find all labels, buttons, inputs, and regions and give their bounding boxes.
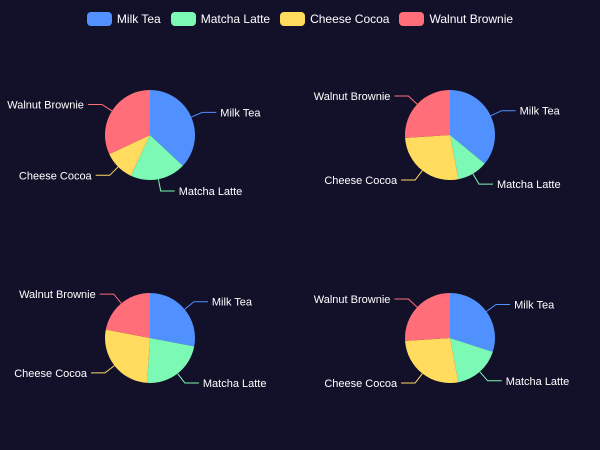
- label-leader-line-walnut-brownie: [87, 104, 113, 112]
- pie-slice-cheese-cocoa[interactable]: [405, 338, 459, 383]
- slice-label-cheese-cocoa: Cheese Cocoa: [324, 378, 398, 390]
- label-leader-line-milk-tea: [486, 304, 511, 312]
- legend-label-matcha-latte: Matcha Latte: [200, 12, 271, 26]
- pie-slice-walnut-brownie[interactable]: [405, 293, 450, 341]
- pie-slice-cheese-cocoa[interactable]: [405, 135, 459, 180]
- pie-slice-milk-tea[interactable]: [150, 90, 195, 166]
- pie-chart-4: Milk Tea Matcha Latte Cheese Cocoa Walnut B…: [314, 292, 570, 390]
- slice-label-walnut-brownie: Walnut Brownie: [314, 294, 391, 306]
- legend-swatch-milk-tea: [86, 12, 112, 26]
- slice-label-matcha-latte: Matcha Latte: [203, 378, 267, 390]
- slice-label-matcha-latte: Matcha Latte: [506, 376, 570, 388]
- label-leader-line-cheese-cocoa: [401, 170, 423, 181]
- pie-slice-cheese-cocoa[interactable]: [109, 135, 150, 176]
- slice-label-milk-tea: Milk Tea: [520, 106, 561, 118]
- slice-label-cheese-cocoa: Cheese Cocoa: [324, 175, 398, 187]
- pie-slice-matcha-latte[interactable]: [147, 338, 195, 383]
- label-leader-line-cheese-cocoa: [91, 365, 115, 374]
- label-leader-line-walnut-brownie: [99, 293, 122, 304]
- label-leader-line-matcha-latte: [157, 179, 175, 192]
- slice-label-walnut-brownie: Walnut Brownie: [19, 289, 96, 301]
- slice-label-matcha-latte: Matcha Latte: [179, 186, 243, 198]
- pie-slice-matcha-latte[interactable]: [450, 338, 493, 383]
- pie-slice-milk-tea[interactable]: [450, 90, 495, 164]
- legend-item-matcha-latte[interactable]: Matcha Latte: [170, 12, 271, 26]
- slice-label-walnut-brownie: Walnut Brownie: [7, 100, 84, 112]
- label-leader-line-matcha-latte: [472, 173, 493, 185]
- slice-label-milk-tea: Milk Tea: [514, 300, 555, 312]
- slice-label-cheese-cocoa: Cheese Cocoa: [14, 368, 88, 380]
- legend-item-walnut-brownie[interactable]: Walnut Brownie: [399, 12, 513, 26]
- label-leader-line-milk-tea: [184, 301, 208, 310]
- label-leader-line-walnut-brownie: [394, 95, 418, 105]
- label-leader-line-milk-tea: [490, 110, 516, 117]
- pie-slice-cheese-cocoa[interactable]: [105, 329, 150, 383]
- legend-swatch-cheese-cocoa: [280, 12, 306, 26]
- pie-slice-matcha-latte[interactable]: [130, 135, 183, 180]
- pie-slice-walnut-brownie[interactable]: [405, 90, 450, 138]
- legend-item-milk-tea[interactable]: Milk Tea: [86, 12, 161, 26]
- legend: Milk Tea Matcha Latte Cheese Cocoa Walnu…: [0, 11, 600, 27]
- pie-slice-milk-tea[interactable]: [150, 293, 195, 347]
- slice-label-milk-tea: Milk Tea: [220, 107, 261, 119]
- legend-item-cheese-cocoa[interactable]: Cheese Cocoa: [280, 12, 389, 26]
- legend-swatch-walnut-brownie: [399, 12, 425, 26]
- legend-label-walnut-brownie: Walnut Brownie: [429, 12, 514, 26]
- label-leader-line-milk-tea: [191, 111, 217, 118]
- slice-label-walnut-brownie: Walnut Brownie: [314, 91, 391, 103]
- label-leader-line-cheese-cocoa: [95, 166, 119, 176]
- slice-label-matcha-latte: Matcha Latte: [497, 179, 561, 191]
- pie-chart-2: Milk Tea Matcha Latte Cheese Cocoa Walnut B…: [314, 90, 561, 191]
- slice-label-cheese-cocoa: Cheese Cocoa: [19, 170, 93, 182]
- legend-label-milk-tea: Milk Tea: [116, 12, 161, 26]
- pie-slice-milk-tea[interactable]: [450, 292, 496, 352]
- label-leader-line-cheese-cocoa: [401, 373, 423, 384]
- label-leader-line-matcha-latte: [177, 373, 199, 384]
- pie-slice-walnut-brownie[interactable]: [105, 293, 150, 338]
- pie-slice-walnut-brownie[interactable]: [104, 89, 150, 155]
- pie-chart-3: Milk Tea Matcha Latte Cheese Cocoa Walnut B…: [14, 289, 266, 390]
- label-leader-line-matcha-latte: [479, 371, 502, 382]
- label-leader-line-walnut-brownie: [394, 298, 418, 308]
- legend-label-cheese-cocoa: Cheese Cocoa: [310, 12, 390, 26]
- pie-chart-1: Milk Tea Matcha Latte Cheese Cocoa Walnut B…: [7, 89, 261, 198]
- slice-label-milk-tea: Milk Tea: [212, 297, 253, 309]
- legend-swatch-matcha-latte: [170, 12, 196, 26]
- pie-slice-matcha-latte[interactable]: [450, 135, 485, 180]
